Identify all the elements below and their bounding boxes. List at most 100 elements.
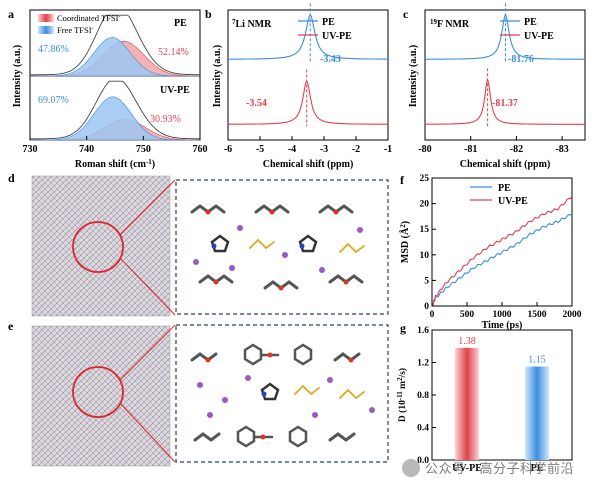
panel-letter-d: d [8, 171, 15, 185]
x-tick-label: 750 [136, 144, 151, 155]
panel-a-ylabel: Intensity (a.u.) [12, 45, 23, 108]
lithium-ion [357, 227, 363, 233]
oxygen-atom [205, 357, 211, 363]
panel-g-plot: 1.38 UV-PE 1.15 PE [452, 336, 549, 474]
y-tick-label: 0 [424, 302, 429, 312]
x-tick-label: 730 [23, 144, 38, 155]
panel-b-xlabel: Chemical shift (ppm) [263, 159, 354, 170]
panel-f: 0 500 1000 1500 2000 0 5 10 15 20 25 PE UV-PE Tim… [399, 174, 582, 331]
legend-label-pe-f: PE [498, 183, 511, 194]
bar-pe [525, 366, 549, 460]
panel-e-zoom-line-top [119, 324, 176, 381]
crosslinker-ring [243, 343, 263, 366]
crosslinker-ring [293, 343, 313, 366]
x-tick-label: 0 [430, 310, 435, 320]
oxygen-atom [205, 209, 211, 215]
panel-g-frame [431, 329, 573, 461]
panel-c-pe-peak-label: -81.76 [508, 54, 534, 65]
panel-f-plot [431, 195, 573, 307]
tfsi-anion [294, 384, 320, 396]
watermark: 公众号 · 高分子科学前沿 [402, 458, 574, 477]
lithium-ion [207, 412, 213, 418]
lithium-ion [319, 267, 325, 273]
msd-line-pe [431, 213, 573, 307]
envelope-line [30, 80, 200, 140]
x-tick-label: -1 [384, 144, 392, 155]
bar-uv-pe [455, 347, 479, 460]
molecule-chain [193, 432, 221, 442]
panel-b-pe-peak-label: -3.43 [320, 54, 341, 65]
panel-b-title: 7Li NMR [232, 18, 272, 30]
oxygen-atom [343, 279, 349, 285]
legend-swatch-coordinated [38, 14, 54, 22]
panel-b-frame [227, 9, 389, 141]
panel-letter-c: c [403, 7, 409, 21]
panel-d-zoom-frame [175, 179, 389, 315]
legend-swatch-free [38, 26, 54, 34]
lithium-ion [282, 252, 288, 258]
panel-e-simulation-box [31, 325, 171, 467]
panel-letter-a: a [8, 7, 14, 21]
legend-label-pe-c: PE [524, 17, 537, 28]
panel-d-zoom-line-bottom [119, 257, 176, 316]
panel-c-xlabel: Chemical shift (ppm) [460, 159, 551, 170]
x-tick-label: -82 [510, 144, 523, 155]
panel-letter-f: f [400, 173, 405, 187]
oxygen-atom [348, 357, 354, 363]
legend-label-free: Free TFSI- [57, 25, 94, 35]
legend-label-uvpe-f: UV-PE [498, 196, 528, 207]
panel-d-molecular-detail [190, 204, 365, 291]
panel-f-ylabel: MSD (Å2) [399, 221, 411, 263]
panel-f-x-ticks: 0 500 1000 1500 2000 [430, 302, 582, 320]
panel-a-xlabel: Roman shift (cm-1) [75, 158, 155, 170]
bar-value-label: 1.38 [458, 336, 476, 347]
x-tick-label: 1000 [493, 310, 512, 320]
lithium-ion [197, 382, 203, 388]
panel-c: -80 -81 -82 -83 19F NMR PE UV-PE -81.76 -81… [408, 3, 586, 170]
panel-letter-b: b [205, 7, 212, 21]
bar-value-label: 1.15 [528, 355, 546, 366]
bar-category-label: UV-PE [452, 463, 482, 474]
legend-label-uvpe-c: UV-PE [524, 31, 554, 42]
x-tick-label: 740 [79, 144, 94, 155]
molecule-chain [190, 352, 218, 362]
oxygen-atom [213, 279, 219, 285]
panel-f-xlabel: Time (ps) [482, 320, 523, 331]
lithium-ion [327, 377, 333, 383]
legend-label-coordinated: Coordinated TFSI- [57, 13, 120, 23]
nmr-line-uvpe [425, 79, 585, 125]
imidazolium-ring [260, 382, 280, 401]
y-tick-label: 0.0 [417, 456, 429, 466]
x-tick-label: 760 [193, 144, 208, 155]
panel-d-zoom-circle [72, 221, 124, 273]
panel-e-zoom-line-bottom [119, 402, 176, 463]
free-tfsi-area [30, 96, 200, 141]
molecule-chain [333, 352, 361, 362]
panel-g-ylabel: D (10-11 m2/s) [396, 368, 408, 422]
nitrogen-atom [261, 391, 267, 397]
panel-d-zoom-line-top [119, 179, 176, 236]
tfsi-anion [339, 388, 365, 400]
panel-e-zoom-circle [72, 366, 124, 418]
y-tick-label: 5 [424, 276, 429, 286]
x-tick-label: 500 [460, 310, 475, 320]
imidazolium-ring [210, 234, 230, 253]
x-tick-label: -6 [224, 144, 232, 155]
x-tick-label: -83 [555, 144, 568, 155]
y-tick-label: 0.8 [417, 391, 429, 401]
lithium-ion [312, 412, 318, 418]
panel-a-bottom-label: UV-PE [160, 85, 190, 96]
y-tick-label: 0.4 [417, 424, 429, 434]
lithium-ion [237, 225, 243, 231]
panel-c-ylabel: Intensity (a.u.) [408, 45, 419, 108]
oxygen-atom [333, 209, 339, 215]
panel-a-bottom-free-pct: 69.07% [38, 95, 69, 106]
y-tick-label: 1.2 [417, 359, 429, 369]
panel-b-uvpe-peak-label: -3.54 [246, 98, 267, 109]
panel-e-zoom-frame [175, 324, 389, 463]
panel-c-plot [425, 3, 585, 127]
panel-c-x-ticks: -80 -81 -82 -83 [418, 136, 569, 155]
panel-d-simulation-box [31, 175, 171, 317]
panel-a-x-ticks: 730 740 750 760 [23, 136, 208, 155]
y-tick-label: 25 [420, 174, 430, 184]
